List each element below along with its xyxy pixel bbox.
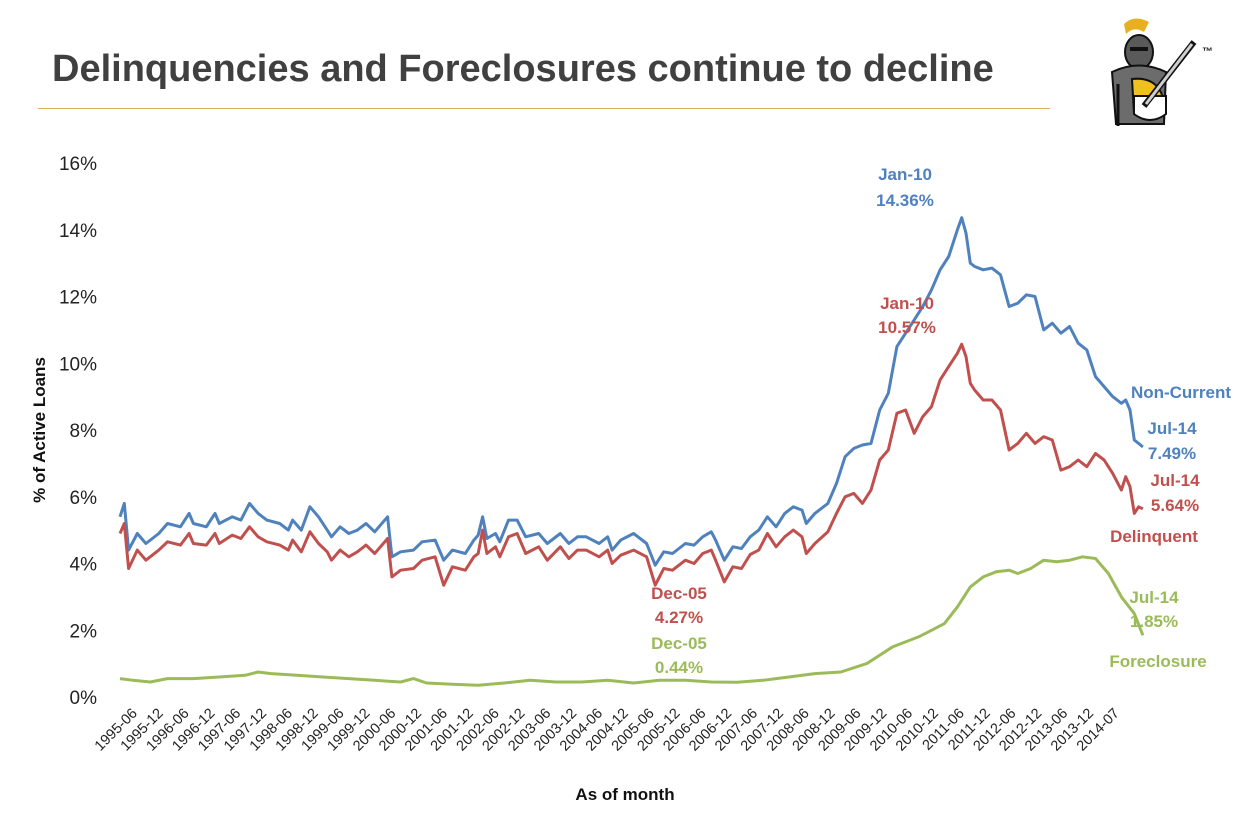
y-tick-label: 16% (59, 154, 97, 175)
annotation-dq-last-value: 5.64% (1151, 496, 1199, 515)
series-line-foreclosure (119, 555, 1145, 687)
chart-annotations: Jan-10 14.36% Jan-10 10.57% Non-Current Jul-1… (651, 165, 1231, 677)
annotation-fc-series-label: Foreclosure (1109, 652, 1206, 671)
y-tick-label: 10% (59, 354, 97, 375)
knight-logo-icon (1104, 14, 1204, 134)
y-tick-label: 12% (59, 288, 97, 309)
annotation-dq-series-label: Delinquent (1110, 527, 1198, 546)
series-line-non-current (118, 216, 1144, 567)
annotation-nc-series-label: Non-Current (1131, 383, 1231, 402)
annotation-fc-last-value: 1.85% (1130, 612, 1178, 631)
series-line-delinquent (118, 342, 1144, 587)
annotation-dq-low-value: 4.27% (655, 608, 703, 627)
annotation-fc-last-date: Jul-14 (1129, 588, 1179, 607)
annotation-fc-low-value: 0.44% (655, 658, 703, 677)
y-tick-label: 4% (70, 555, 98, 576)
y-tick-label: 6% (70, 488, 98, 509)
y-tick-label: 14% (59, 221, 97, 242)
x-axis-title: As of month (575, 785, 674, 804)
x-axis-ticks: 1995-061995-121996-061996-121997-061997-… (92, 706, 1123, 755)
annotation-nc-peak-date: Jan-10 (878, 165, 932, 184)
annotation-dq-last-date: Jul-14 (1150, 471, 1200, 490)
series-lines (118, 216, 1145, 687)
y-axis-title: % of Active Loans (30, 357, 49, 503)
annotation-dq-low-date: Dec-05 (651, 584, 707, 603)
annotation-fc-low-date: Dec-05 (651, 634, 707, 653)
y-tick-label: 2% (70, 621, 98, 642)
annotation-nc-last-date: Jul-14 (1147, 419, 1197, 438)
page-title: Delinquencies and Foreclosures continue … (52, 48, 994, 90)
title-divider (38, 108, 1050, 109)
y-tick-label: 8% (70, 421, 98, 442)
annotation-dq-peak-date: Jan-10 (880, 294, 934, 313)
annotation-dq-peak-value: 10.57% (878, 318, 936, 337)
y-tick-label: 0% (70, 688, 98, 709)
trademark-symbol: ™ (1202, 46, 1213, 58)
annotation-nc-peak-value: 14.36% (876, 191, 934, 210)
y-axis-ticks: 0% 2% 4% 6% 8% 10% 12% 14% 16% (59, 154, 97, 709)
annotation-nc-last-value: 7.49% (1148, 444, 1196, 463)
